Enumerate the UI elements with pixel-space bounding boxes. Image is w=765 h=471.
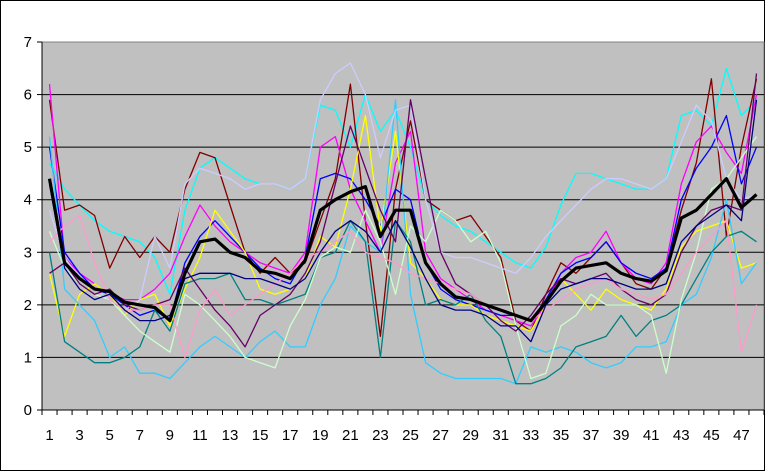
average-series-group [47,177,758,323]
x-tick-label: 9 [166,427,174,444]
x-tick-label: 11 [192,427,208,444]
x-tick-label: 33 [523,427,540,444]
x-tick-label: 41 [643,427,660,444]
x-tick-label: 3 [75,427,83,444]
x-tick-label: 29 [462,427,479,444]
x-tick-label: 17 [282,427,299,444]
y-tick-label: 7 [24,34,32,51]
y-tick-label: 3 [24,244,32,261]
series-line-6 [48,99,758,385]
x-tick-label: 5 [106,427,114,444]
x-tick-label: 35 [553,427,570,444]
y-tick-label: 4 [24,192,32,209]
x-tick-label: 31 [492,427,509,444]
x-tick-label: 45 [703,427,720,444]
x-tick-label: 43 [673,427,690,444]
x-tick-label: 7 [136,427,144,444]
series-line-7 [48,220,757,385]
y-tick-label: 1 [24,349,32,366]
x-tick-label: 25 [402,427,419,444]
series-line-2 [48,78,758,338]
y-tick-label: 5 [24,139,32,156]
average-series-line [47,177,758,323]
y-tick-label: 0 [24,402,32,419]
plot-area [41,41,765,411]
y-tick-label: 2 [24,297,32,314]
series-line-12 [48,99,758,343]
x-tick-label: 19 [312,427,329,444]
series-line-10 [49,73,758,348]
x-tick-label: 47 [733,427,750,444]
x-tick-label: 39 [613,427,630,444]
x-tick-label: 27 [432,427,449,444]
x-tick-label: 15 [252,427,269,444]
x-tick-label: 21 [342,427,359,444]
y-tick-label: 6 [24,87,32,104]
series-line-1 [48,67,757,295]
x-axis: 1 3 5 7 9 11 13 15 17 19 21 23 25 27 29 31 33 35 37 39 41 43 4… [41,409,765,444]
x-tick-label: 23 [372,427,389,444]
y-axis: 0 1 2 3 4 5 6 7 [24,34,43,419]
series-line-8 [48,136,758,380]
x-tick-label: 37 [583,427,600,444]
x-tick-label: 1 [45,427,53,444]
x-tick-label: 13 [222,427,239,444]
series-line-9 [48,62,757,311]
series-line-11 [49,214,758,359]
